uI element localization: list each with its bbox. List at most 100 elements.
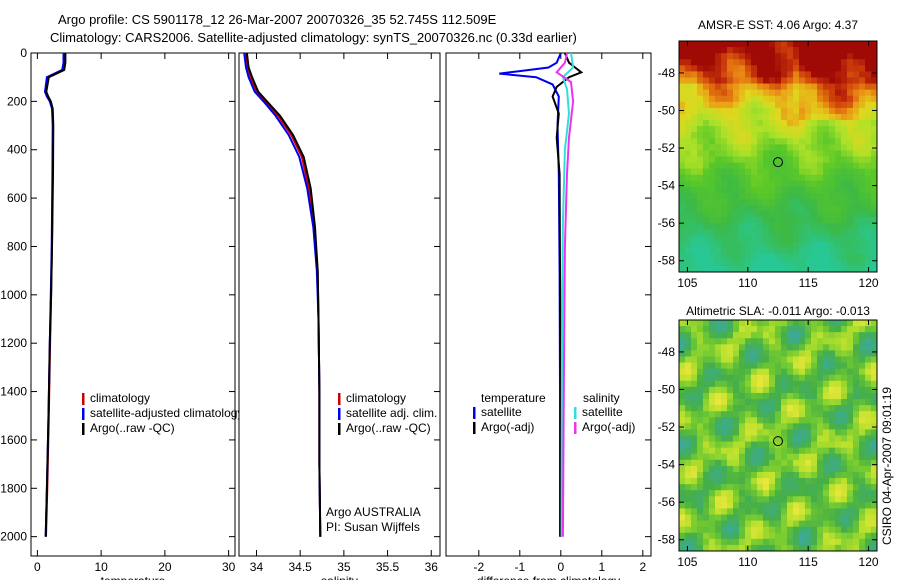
heatmap-cell [781,162,788,170]
heatmap-cell [823,544,830,552]
heatmap-cell [739,162,746,170]
heatmap-cell [739,490,746,497]
heatmap-cell [709,386,716,394]
heatmap-cell [793,229,800,236]
heatmap-cell [859,229,866,236]
heatmap-cell [775,392,782,400]
heatmap-cell [835,132,842,139]
heatmap-cell [841,441,848,449]
heatmap-cell [679,162,686,170]
heatmap-cell [847,83,854,91]
heatmap-cell [871,199,878,206]
heatmap-cell [769,77,776,84]
heatmap-cell [685,338,692,345]
heatmap-cell [805,417,812,424]
heatmap-cell [745,368,752,376]
heatmap-cell [727,265,734,273]
heatmap-cell [715,399,722,406]
heatmap-cell [757,150,764,157]
heatmap-cell [703,211,710,218]
heatmap-cell [751,101,758,109]
heatmap-cell [853,429,860,436]
heatmap-cell [757,538,764,546]
heatmap-cell [841,223,848,230]
heatmap-cell [751,150,758,157]
heatmap-cell [769,459,776,467]
heatmap-cell [685,392,692,400]
heatmap-cell [715,459,722,467]
heatmap-cell [763,502,770,509]
heatmap-cell [721,211,728,218]
heatmap-cell [865,174,872,182]
heatmap-cell [685,484,692,491]
heatmap-cell [763,211,770,218]
heatmap-cell [823,514,830,522]
heatmap-cell [811,107,818,115]
heatmap-cell [859,465,866,473]
heatmap-cell [763,326,770,333]
heatmap-cell [859,47,866,54]
heatmap-cell [697,508,704,515]
heatmap-cell [865,126,872,133]
heatmap-cell [865,150,872,157]
heatmap-cell [697,113,704,121]
heatmap-cell [847,101,854,109]
heatmap-cell [745,417,752,424]
heatmap-cell [871,459,878,467]
heatmap-cell [823,453,830,461]
timestamp-stamp: CSIRO 04-Apr-2007 09:01:19 [880,387,894,545]
heatmap-cell [781,217,788,224]
heatmap-cell [751,362,758,370]
heatmap-cell [769,392,776,400]
heatmap-cell [781,508,788,515]
heatmap-cell [751,453,758,461]
heatmap-cell [685,508,692,515]
heatmap-cell [703,478,710,485]
heatmap-cell [799,405,806,412]
heatmap-cell [871,241,878,249]
heatmap-cell [745,107,752,115]
heatmap-cell [841,350,848,357]
heatmap-cell [685,538,692,546]
heatmap-cell [763,405,770,412]
heatmap-cell [721,520,728,528]
heatmap-cell [709,356,716,363]
heatmap-cell [769,229,776,236]
heatmap-cell [751,83,758,91]
heatmap-cell [793,326,800,333]
heatmap-cell [787,478,794,485]
heatmap-cell [829,247,836,255]
heatmap-cell [703,356,710,363]
heatmap-cell [691,89,698,97]
heatmap-cell [751,59,758,66]
heatmap-cell [715,223,722,230]
heatmap-cell [739,41,746,48]
heatmap-cell [775,374,782,382]
heatmap-cell [811,223,818,230]
heatmap-cell [829,478,836,485]
heatmap-cell [745,532,752,540]
heatmap-cell [859,490,866,497]
heatmap-cell [853,138,860,145]
heatmap-cell [751,326,758,333]
heatmap-cell [691,338,698,345]
heatmap-cell [691,326,698,333]
heatmap-cell [847,344,854,351]
heatmap-cell [751,478,758,485]
heatmap-cell [733,526,740,534]
heatmap-cell [745,162,752,170]
heatmap-cell [763,465,770,473]
heatmap-cell [787,205,794,212]
heatmap-cell [853,47,860,54]
heatmap-cell [697,526,704,534]
heatmap-cell [715,496,722,503]
heatmap-cell [685,362,692,370]
heatmap-cell [715,253,722,261]
heatmap-cell [709,132,716,139]
heatmap-cell [739,544,746,552]
heatmap-cell [805,338,812,345]
heatmap-cell [871,77,878,84]
heatmap-cell [757,526,764,534]
heatmap-cell [805,241,812,249]
heatmap-cell [805,229,812,236]
